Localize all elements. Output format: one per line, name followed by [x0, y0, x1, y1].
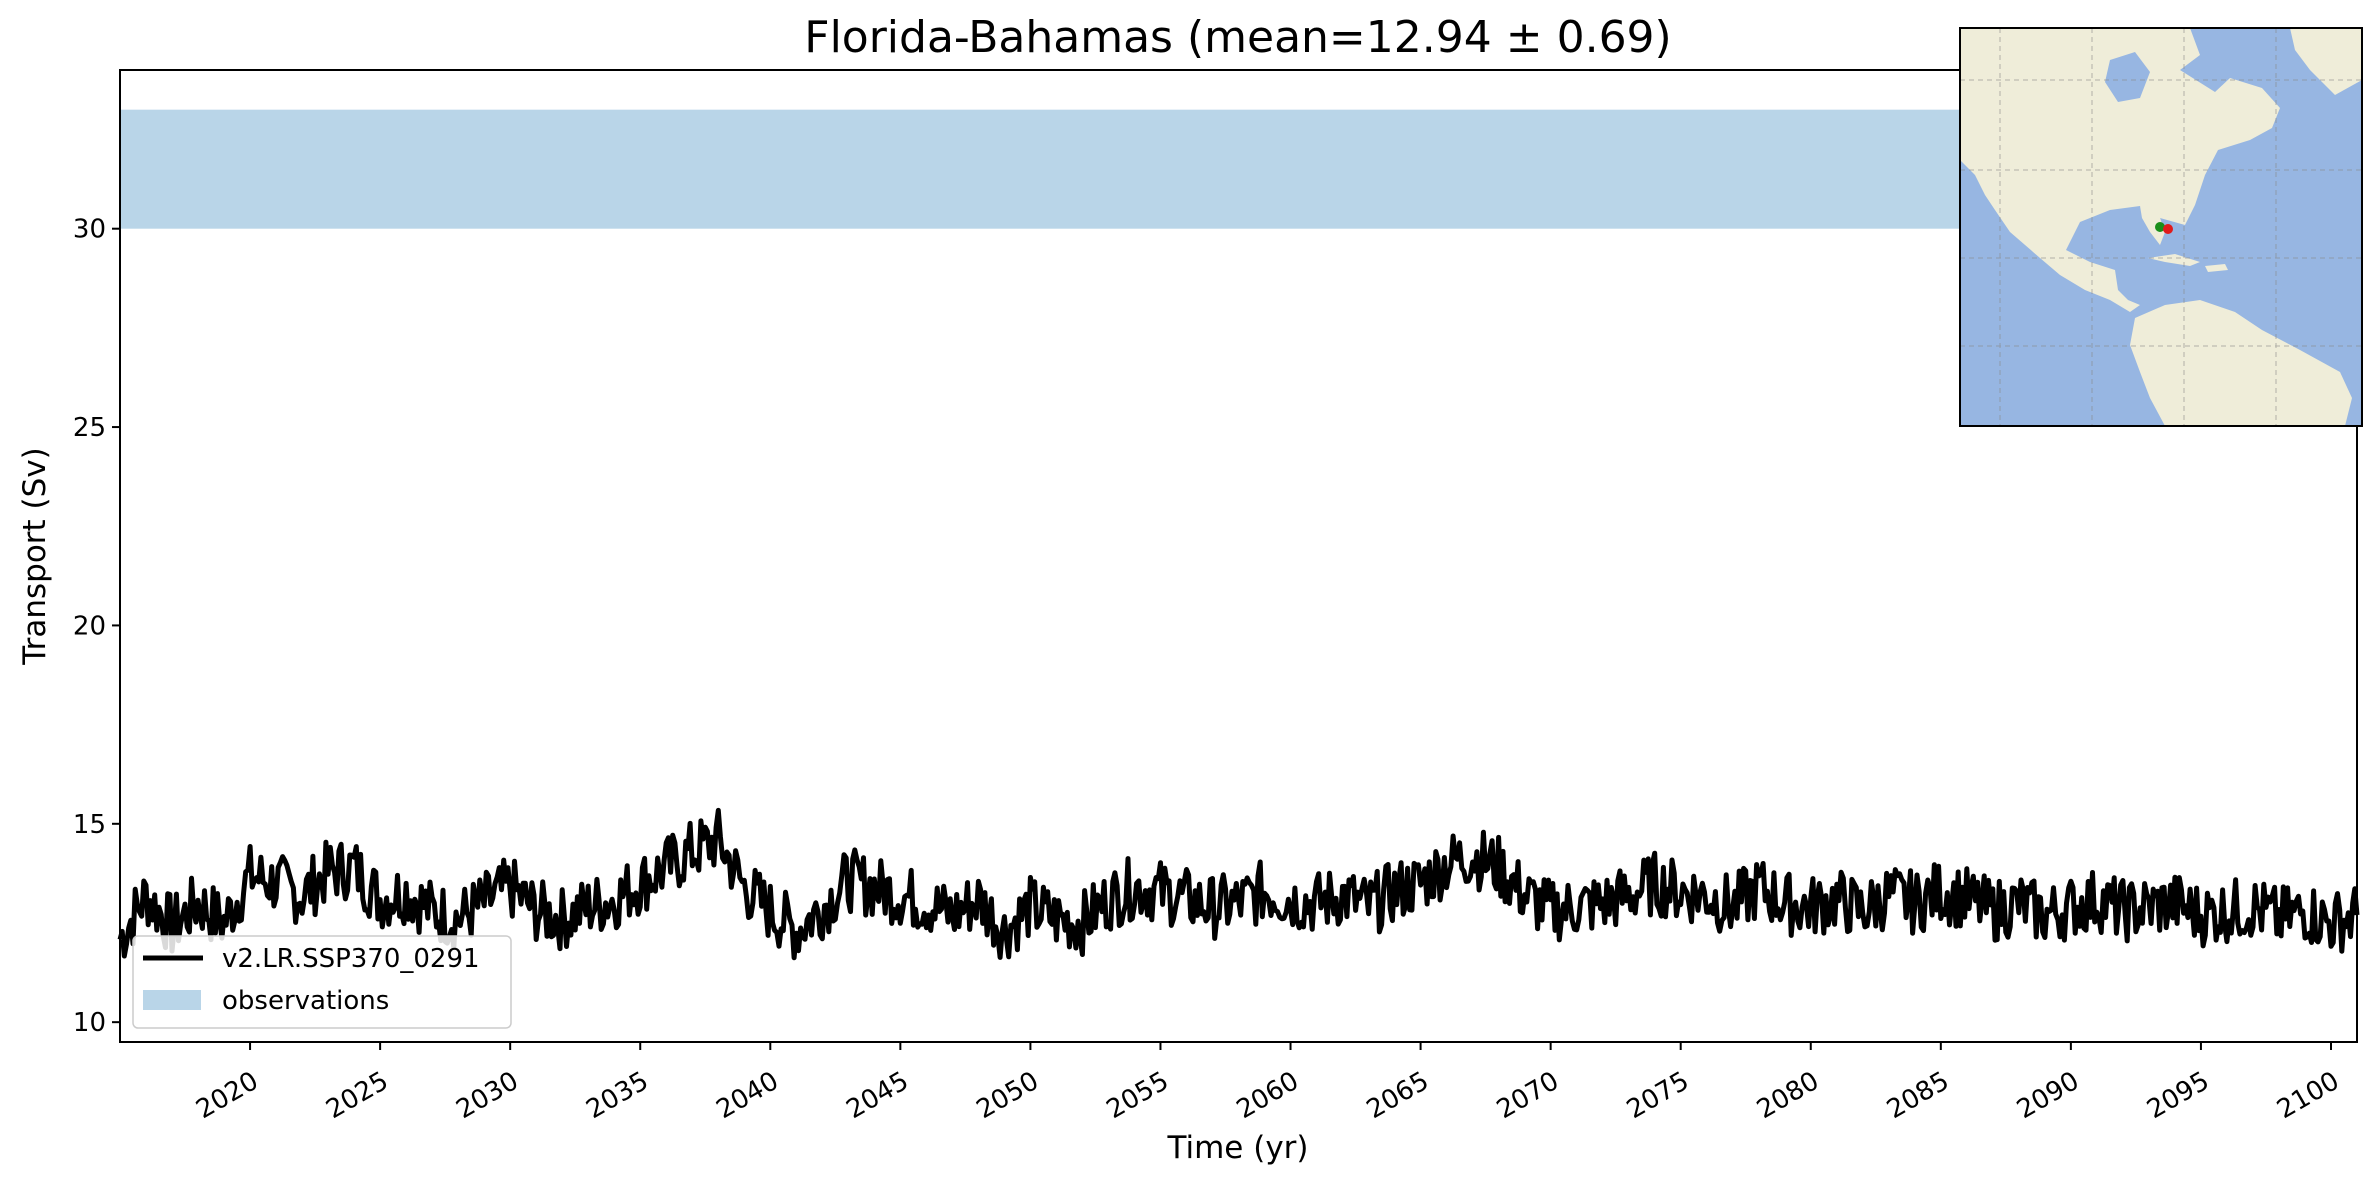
map-gridlines: [1960, 28, 2362, 426]
legend-series-label: v2.LR.SSP370_0291: [222, 944, 480, 974]
y-tick-label: 10: [73, 1008, 106, 1038]
map-land-florida: [2140, 206, 2165, 245]
legend-box: [132, 935, 512, 1029]
legend-observations-swatch: [143, 990, 201, 1010]
x-tick-label: 2040: [711, 1066, 783, 1125]
x-tick-label: 2035: [581, 1066, 653, 1125]
x-axis-ticks: 2020 2025 2030 2035 2040 2045 2050 2055 2060 2065…: [191, 1042, 2344, 1125]
x-tick-label: 2060: [1232, 1066, 1304, 1125]
x-tick-label: 2085: [1882, 1066, 1954, 1125]
x-tick-label: 2045: [842, 1066, 914, 1125]
x-tick-label: 2025: [321, 1066, 393, 1125]
plot-frame: [119, 69, 2358, 1043]
map-inset: [1959, 27, 2363, 427]
x-tick-label: 2050: [972, 1066, 1044, 1125]
x-tick-label: 2070: [1492, 1066, 1564, 1125]
map-frame: [1959, 27, 2363, 427]
map-land-north-america: [1960, 28, 2280, 312]
x-tick-label: 2030: [451, 1066, 523, 1125]
map-water-hudson-bay: [2105, 52, 2150, 102]
series-line: [117, 807, 2360, 961]
x-tick-label: 2055: [1102, 1066, 1174, 1125]
map-land-greenland: [2290, 28, 2362, 95]
x-tick-label: 2080: [1752, 1066, 1824, 1125]
chart-title: Florida-Bahamas (mean=12.94 ± 0.69): [804, 12, 1671, 63]
legend: v2.LR.SSP370_0291 observations: [132, 935, 512, 1029]
x-tick-label: 2095: [2142, 1066, 2214, 1125]
map-marker-end: [2163, 224, 2173, 234]
x-tick-label: 2020: [191, 1066, 263, 1125]
y-tick-label: 30: [73, 215, 106, 245]
x-tick-label: 2075: [1622, 1066, 1694, 1125]
y-tick-label: 25: [73, 413, 106, 443]
map-land-south-america: [2130, 300, 2352, 426]
map-land-cuba: [2148, 254, 2200, 266]
y-tick-label: 15: [73, 810, 106, 840]
map-marker-start: [2155, 222, 2165, 232]
x-tick-label: 2065: [1362, 1066, 1434, 1125]
y-tick-label: 20: [73, 611, 106, 641]
series-group: [117, 807, 2360, 961]
x-tick-label: 2090: [2012, 1066, 2084, 1125]
map-land-hispaniola: [2205, 264, 2228, 272]
y-axis-label: Transport (Sv): [17, 447, 53, 666]
x-tick-label: 2100: [2272, 1066, 2344, 1125]
x-axis-label: Time (yr): [1167, 1130, 1309, 1166]
legend-observations-label: observations: [222, 986, 389, 1016]
y-axis-ticks: 10 15 20 25 30: [73, 215, 120, 1038]
